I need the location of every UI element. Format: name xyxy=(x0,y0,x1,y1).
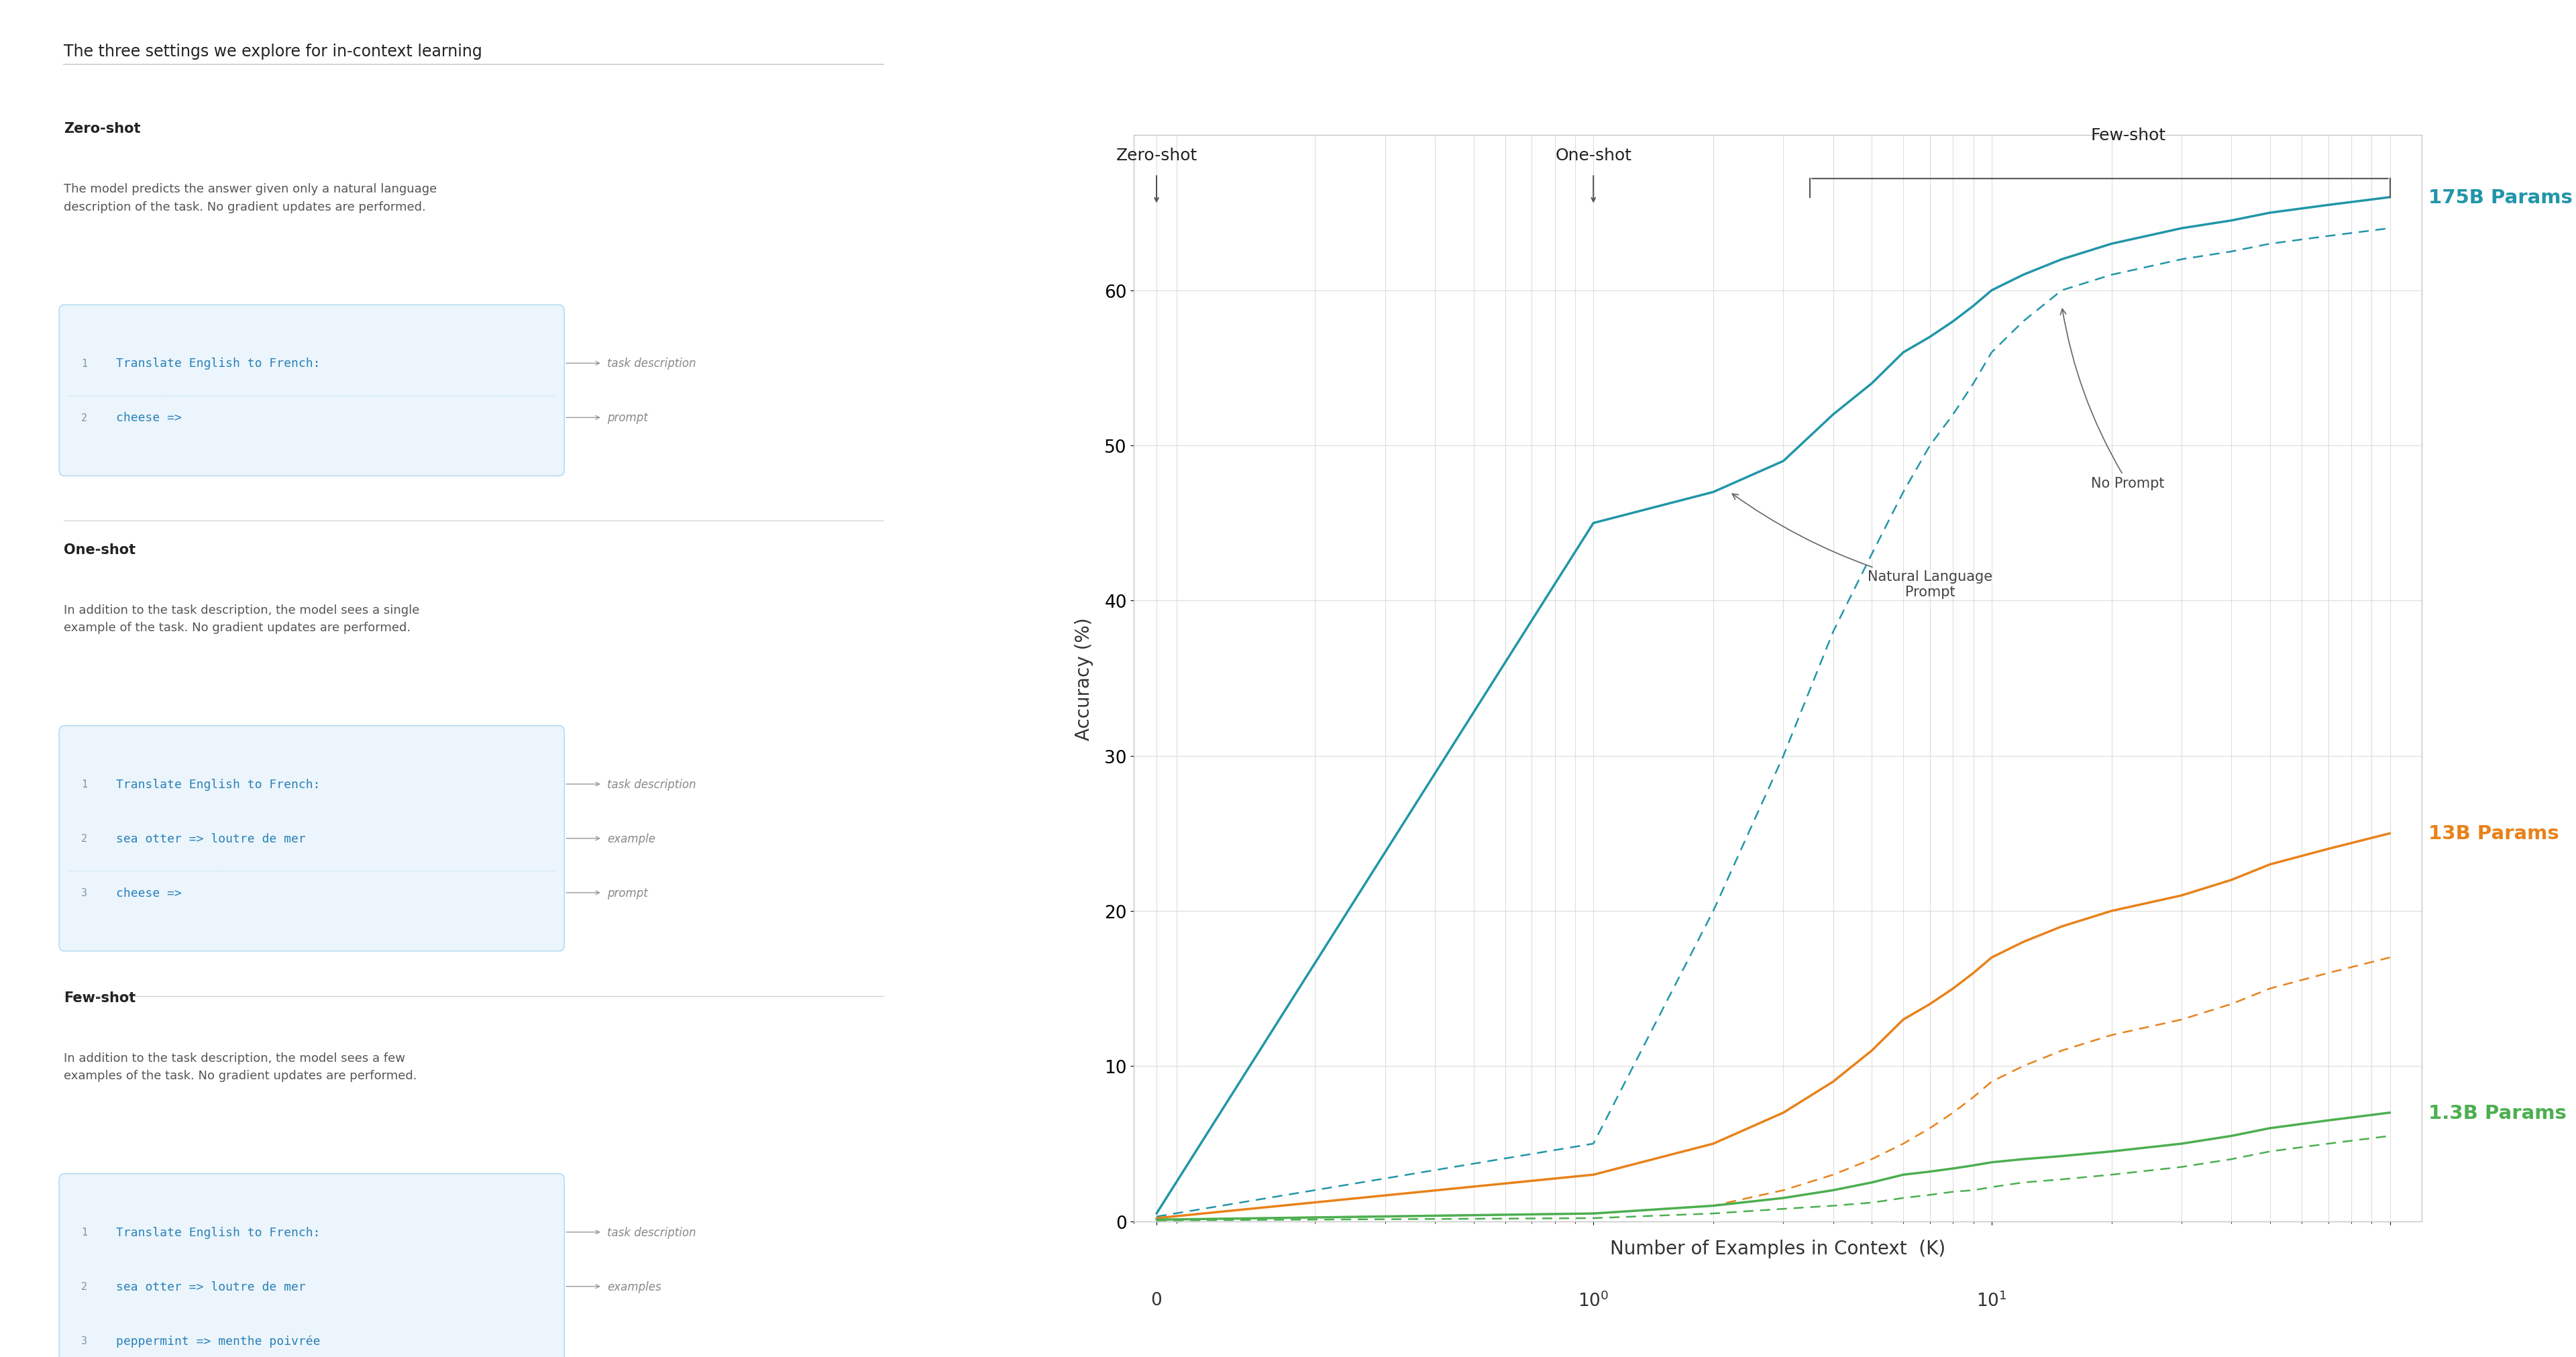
Text: task description: task description xyxy=(608,779,696,790)
Text: sea otter => loutre de mer: sea otter => loutre de mer xyxy=(116,833,307,844)
Text: peppermint => menthe poivrée: peppermint => menthe poivrée xyxy=(116,1334,319,1348)
Text: 2: 2 xyxy=(80,1281,88,1292)
Text: 3: 3 xyxy=(80,887,88,898)
Text: One-shot: One-shot xyxy=(1556,148,1631,164)
Text: In addition to the task description, the model sees a few
examples of the task. : In addition to the task description, the… xyxy=(64,1052,417,1082)
Text: 1: 1 xyxy=(80,1227,88,1238)
FancyBboxPatch shape xyxy=(59,1174,564,1357)
Text: $10^1$: $10^1$ xyxy=(1976,1291,2007,1311)
Text: 13B Params: 13B Params xyxy=(2429,824,2558,843)
Text: sea otter => loutre de mer: sea otter => loutre de mer xyxy=(116,1281,307,1292)
Text: No Prompt: No Prompt xyxy=(2061,309,2164,490)
Text: examples: examples xyxy=(608,1281,662,1292)
Text: 3: 3 xyxy=(80,1335,88,1346)
FancyBboxPatch shape xyxy=(59,726,564,951)
Text: 0: 0 xyxy=(1151,1291,1162,1308)
Text: The three settings we explore for in-context learning: The three settings we explore for in-con… xyxy=(64,43,482,60)
Text: cheese =>: cheese => xyxy=(116,413,183,423)
Text: cheese =>: cheese => xyxy=(116,887,183,898)
Text: The model predicts the answer given only a natural language
description of the t: The model predicts the answer given only… xyxy=(64,183,438,213)
Text: One-shot: One-shot xyxy=(64,543,137,556)
Text: $10^0$: $10^0$ xyxy=(1579,1291,1610,1311)
Text: task description: task description xyxy=(608,1227,696,1238)
Text: 1: 1 xyxy=(80,358,88,369)
Text: Zero-shot: Zero-shot xyxy=(1115,148,1198,164)
Text: prompt: prompt xyxy=(608,887,649,898)
Text: Few-shot: Few-shot xyxy=(2089,128,2166,144)
Text: Translate English to French:: Translate English to French: xyxy=(116,779,319,790)
Text: prompt: prompt xyxy=(608,413,649,423)
X-axis label: Number of Examples in Context  (K): Number of Examples in Context (K) xyxy=(1610,1239,1945,1258)
Text: 1.3B Params: 1.3B Params xyxy=(2429,1103,2566,1122)
Text: task description: task description xyxy=(608,358,696,369)
Text: 1: 1 xyxy=(80,779,88,790)
Text: example: example xyxy=(608,833,654,844)
Text: 2: 2 xyxy=(80,413,88,423)
Text: 2: 2 xyxy=(80,833,88,844)
Text: Translate English to French:: Translate English to French: xyxy=(116,1227,319,1238)
Text: In addition to the task description, the model sees a single
example of the task: In addition to the task description, the… xyxy=(64,604,420,634)
Y-axis label: Accuracy (%): Accuracy (%) xyxy=(1074,617,1092,740)
Text: Few-shot: Few-shot xyxy=(64,991,137,1004)
Text: Zero-shot: Zero-shot xyxy=(64,122,142,136)
Text: Natural Language
Prompt: Natural Language Prompt xyxy=(1731,494,1991,598)
Text: Translate English to French:: Translate English to French: xyxy=(116,358,319,369)
Text: 175B Params: 175B Params xyxy=(2429,189,2573,208)
FancyBboxPatch shape xyxy=(59,305,564,476)
